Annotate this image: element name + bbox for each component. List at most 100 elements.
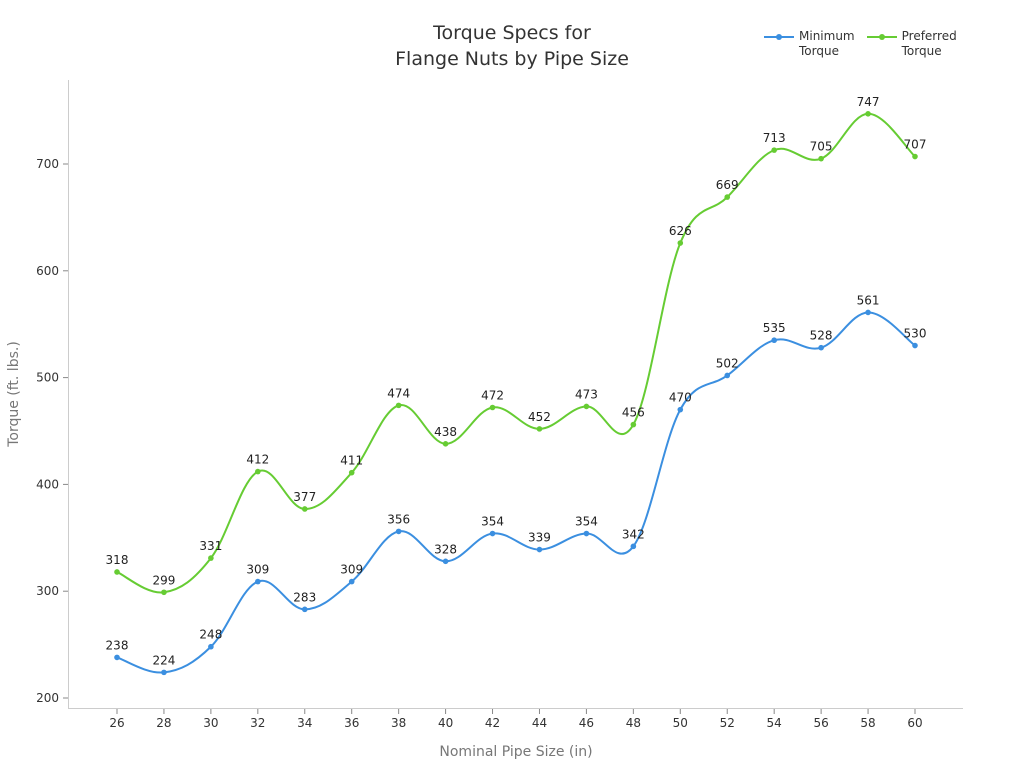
data-label: 299 bbox=[152, 573, 175, 587]
data-point[interactable] bbox=[818, 155, 824, 162]
legend-label: Preferred Torque bbox=[901, 29, 957, 58]
series-lines bbox=[114, 111, 918, 676]
data-point[interactable] bbox=[724, 194, 731, 200]
data-label: 356 bbox=[387, 512, 410, 526]
data-label: 669 bbox=[716, 178, 739, 192]
data-label: 707 bbox=[904, 138, 927, 152]
x-axis-title: Nominal Pipe Size (in) bbox=[439, 744, 592, 760]
data-point[interactable] bbox=[865, 111, 871, 117]
series-line-minimum-torque bbox=[116, 311, 916, 674]
x-tick-label: 40 bbox=[438, 716, 453, 730]
data-point[interactable] bbox=[583, 530, 590, 537]
data-label: 438 bbox=[434, 425, 457, 439]
data-label: 328 bbox=[434, 542, 457, 556]
x-tick-label: 44 bbox=[532, 716, 547, 730]
data-point[interactable] bbox=[771, 147, 777, 153]
data-label: 238 bbox=[106, 638, 129, 652]
data-point[interactable] bbox=[208, 555, 214, 561]
data-label: 705 bbox=[810, 140, 833, 154]
data-label: 452 bbox=[528, 410, 551, 424]
data-point[interactable] bbox=[912, 342, 918, 349]
x-tick-label: 48 bbox=[626, 716, 641, 730]
legend-item-minimum-torque[interactable]: Minimum Torque bbox=[764, 29, 855, 59]
legend-label: Minimum Torque bbox=[799, 29, 855, 58]
data-point[interactable] bbox=[818, 344, 824, 351]
x-tick-label: 58 bbox=[860, 716, 875, 730]
data-label: 412 bbox=[246, 453, 269, 467]
axes: 200 300 400 500 600 700 26 28 30 32 34 36 38 40 42 44 46… bbox=[6, 80, 963, 760]
data-point[interactable] bbox=[489, 404, 496, 411]
y-tick-label: 700 bbox=[36, 157, 59, 171]
data-label: 283 bbox=[293, 590, 316, 604]
x-tick-label: 38 bbox=[391, 716, 406, 730]
data-label: 747 bbox=[857, 95, 880, 109]
data-point[interactable] bbox=[677, 240, 684, 246]
data-label: 411 bbox=[340, 454, 363, 468]
data-point[interactable] bbox=[724, 372, 731, 379]
data-label: 331 bbox=[199, 539, 222, 553]
data-label: 309 bbox=[340, 563, 363, 577]
x-tick-label: 52 bbox=[720, 716, 735, 730]
data-label: 248 bbox=[199, 628, 222, 642]
x-tick-label: 50 bbox=[673, 716, 688, 730]
data-label: 342 bbox=[622, 527, 645, 541]
data-point[interactable] bbox=[348, 469, 355, 476]
data-label: 354 bbox=[481, 515, 504, 529]
data-point[interactable] bbox=[114, 654, 120, 661]
data-point[interactable] bbox=[630, 421, 637, 428]
y-tick-label: 500 bbox=[36, 371, 59, 385]
data-point[interactable] bbox=[630, 543, 637, 550]
data-label: 530 bbox=[904, 327, 927, 341]
data-point[interactable] bbox=[161, 589, 167, 596]
data-point[interactable] bbox=[677, 406, 684, 413]
legend-item-preferred-torque[interactable]: Preferred Torque bbox=[866, 29, 957, 59]
data-point[interactable] bbox=[583, 403, 590, 410]
data-point[interactable] bbox=[536, 546, 543, 553]
x-tick-label: 36 bbox=[344, 716, 359, 730]
chart-title: Torque Specs for Flange Nuts by Pipe Siz… bbox=[312, 20, 712, 72]
chart-legend: Minimum Torque Preferred Torque bbox=[764, 29, 957, 59]
legend-line-icon bbox=[866, 29, 897, 45]
data-label: 561 bbox=[857, 293, 880, 307]
data-point[interactable] bbox=[865, 309, 871, 316]
x-tick-label: 46 bbox=[579, 716, 594, 730]
series-line-preferred-torque bbox=[116, 112, 916, 594]
data-point[interactable] bbox=[301, 606, 308, 613]
data-point[interactable] bbox=[395, 402, 402, 409]
data-point[interactable] bbox=[114, 569, 120, 575]
x-tick-label: 56 bbox=[813, 716, 828, 730]
data-label: 224 bbox=[152, 653, 175, 667]
y-tick-label: 200 bbox=[36, 691, 59, 705]
data-label: 528 bbox=[810, 329, 833, 343]
legend-line-icon bbox=[764, 29, 794, 45]
data-point[interactable] bbox=[301, 506, 308, 512]
data-label: 502 bbox=[716, 356, 739, 370]
data-point[interactable] bbox=[161, 669, 167, 676]
data-point[interactable] bbox=[395, 528, 402, 535]
data-point[interactable] bbox=[348, 578, 355, 585]
data-point[interactable] bbox=[208, 643, 214, 650]
data-label: 626 bbox=[669, 224, 692, 238]
data-label: 535 bbox=[763, 321, 786, 335]
data-point[interactable] bbox=[536, 426, 543, 432]
chart-title-line-1: Torque Specs for bbox=[433, 22, 591, 44]
data-labels: 238 224 248 309 283 309 356 328 354 339 354 342 470 5… bbox=[106, 95, 927, 668]
data-label: 377 bbox=[293, 490, 316, 504]
x-tick-label: 30 bbox=[203, 716, 218, 730]
data-label: 474 bbox=[387, 386, 410, 400]
data-label: 470 bbox=[669, 391, 692, 405]
x-tick-label: 60 bbox=[907, 716, 922, 730]
data-point[interactable] bbox=[442, 441, 449, 447]
data-point[interactable] bbox=[255, 468, 261, 475]
y-tick-label: 300 bbox=[36, 584, 59, 598]
data-label: 473 bbox=[575, 387, 598, 401]
data-label: 309 bbox=[246, 563, 269, 577]
data-point[interactable] bbox=[489, 530, 496, 537]
data-point[interactable] bbox=[771, 337, 777, 344]
data-label: 339 bbox=[528, 531, 551, 545]
data-point[interactable] bbox=[255, 578, 261, 585]
data-point[interactable] bbox=[912, 153, 918, 160]
data-label: 354 bbox=[575, 515, 598, 529]
data-point[interactable] bbox=[442, 558, 449, 565]
